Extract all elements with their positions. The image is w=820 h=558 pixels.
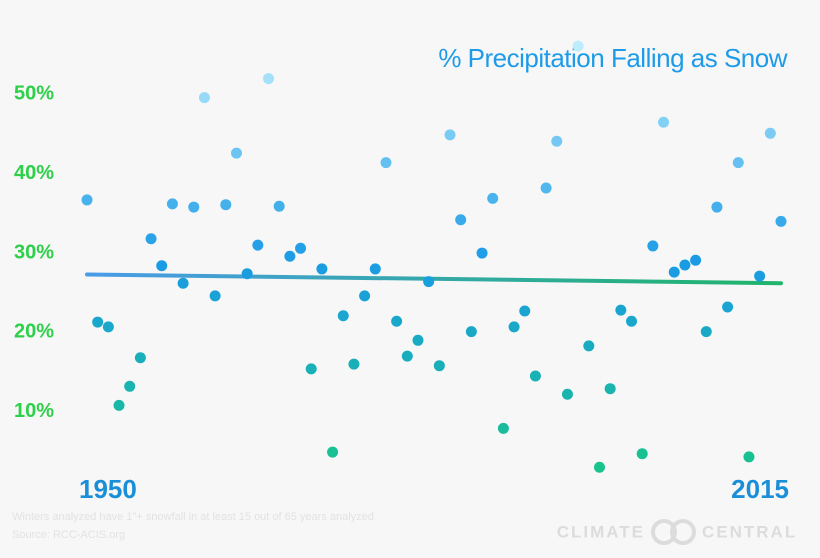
data-point [188,201,200,213]
data-point [327,446,339,458]
x-tick-label: 2015 [731,474,789,504]
data-point [754,270,766,282]
logo: CLIMATE CENTRAL [557,519,797,545]
data-point [583,340,595,352]
chart-title: % Precipitation Falling as Snow [438,43,787,73]
data-point [401,350,413,362]
data-point [263,73,275,85]
data-point [711,201,723,213]
data-point [124,380,136,392]
y-tick-label: 40% [14,162,54,184]
data-point [679,259,691,271]
data-point [369,263,381,275]
data-point [572,40,584,52]
footnote: Winters analyzed have 1"+ snowfall in at… [12,511,374,523]
data-point [775,215,787,227]
data-point [220,199,232,211]
data-point [156,260,168,272]
data-point [305,363,317,375]
data-point [391,315,403,327]
data-point [230,147,242,159]
source: Source: RCC-ACIS.org [12,529,125,541]
data-point [134,352,146,364]
data-point [412,334,424,346]
y-tick-label: 30% [14,241,54,263]
data-point [647,240,659,252]
data-point [209,290,221,302]
data-point [636,448,648,460]
logo-icon [651,519,677,545]
data-point [508,321,520,333]
data-point [455,214,467,226]
data-point [551,135,563,147]
y-tick-label: 10% [14,400,54,422]
data-point [198,92,210,104]
data-point [145,233,157,245]
x-tick-label: 1950 [79,474,137,504]
logo-text-right: CENTRAL [702,522,797,541]
data-point [487,192,499,204]
logo-text-left: CLIMATE [557,522,645,541]
data-point [626,315,638,327]
data-point [348,358,360,370]
data-point [593,461,605,473]
data-point [241,268,253,280]
data-point [273,200,285,212]
data-point [722,301,734,313]
data-point [743,451,755,463]
data-point [113,399,125,411]
data-point [476,247,488,259]
data-point [615,304,627,316]
data-point [81,194,93,206]
data-point [519,305,531,317]
data-point [177,277,189,289]
data-point [359,290,371,302]
data-point [529,370,541,382]
y-tick-label: 50% [14,83,54,105]
logo-icon [670,519,696,545]
data-point [166,198,178,210]
data-point [732,157,744,169]
data-point [252,239,264,251]
data-point [433,360,445,372]
data-point [497,422,509,434]
data-point [337,310,349,322]
data-point [380,157,392,169]
data-point [764,127,776,139]
data-point [700,326,712,338]
y-tick-label: 20% [14,321,54,343]
data-point [690,254,702,266]
data-point [561,388,573,400]
data-point [316,263,328,275]
data-point [465,326,477,338]
data-point [444,129,456,141]
data-point [284,250,296,262]
data-point [92,316,104,328]
data-point [604,383,616,395]
data-point [668,266,680,278]
trend-line [85,272,783,286]
data-point [540,182,552,194]
data-point [102,321,114,333]
data-point [658,116,670,128]
data-point [295,242,307,254]
data-point [423,276,435,288]
